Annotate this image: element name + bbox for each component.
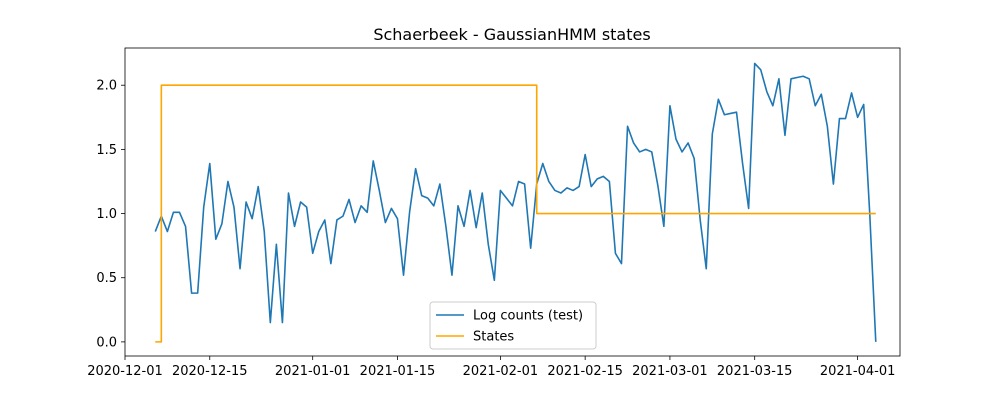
x-tick-label: 2021-03-01 [632,364,708,379]
axes-frame [124,47,901,357]
y-tick-label: 0.5 [96,271,117,286]
y-tick-label: 2.0 [96,79,117,94]
x-axis: 2020-12-01 2020-12-15 2021-01-01 2021-01-15… [87,356,895,379]
x-tick-label: 2020-12-01 [87,364,163,379]
series-line-1 [155,84,876,343]
x-tick-label: 2021-02-15 [547,364,623,379]
x-tick-label: 2021-04-01 [820,364,896,379]
x-tick-label: 2021-01-15 [360,364,436,379]
y-tick-label: 1.0 [96,207,117,222]
series-line-0 [154,62,877,342]
x-tick-label: 2021-01-01 [275,364,351,379]
y-axis: 0.0 0.5 1.0 1.5 2.0 [96,79,125,350]
legend-box [429,301,597,350]
legend-label-0: Log counts (test) [473,309,583,324]
legend-label-1: States [473,330,514,345]
y-tick-label: 1.5 [96,143,117,158]
x-tick-label: 2021-02-01 [463,364,539,379]
chart-title: Schaerbeek - GaussianHMM states [373,25,650,44]
y-tick-label: 0.0 [96,335,117,350]
x-tick-label: 2021-03-15 [717,364,793,379]
legend: Log counts (test) States [429,301,597,350]
x-tick-label: 2020-12-15 [172,364,248,379]
plot-area [154,62,877,343]
